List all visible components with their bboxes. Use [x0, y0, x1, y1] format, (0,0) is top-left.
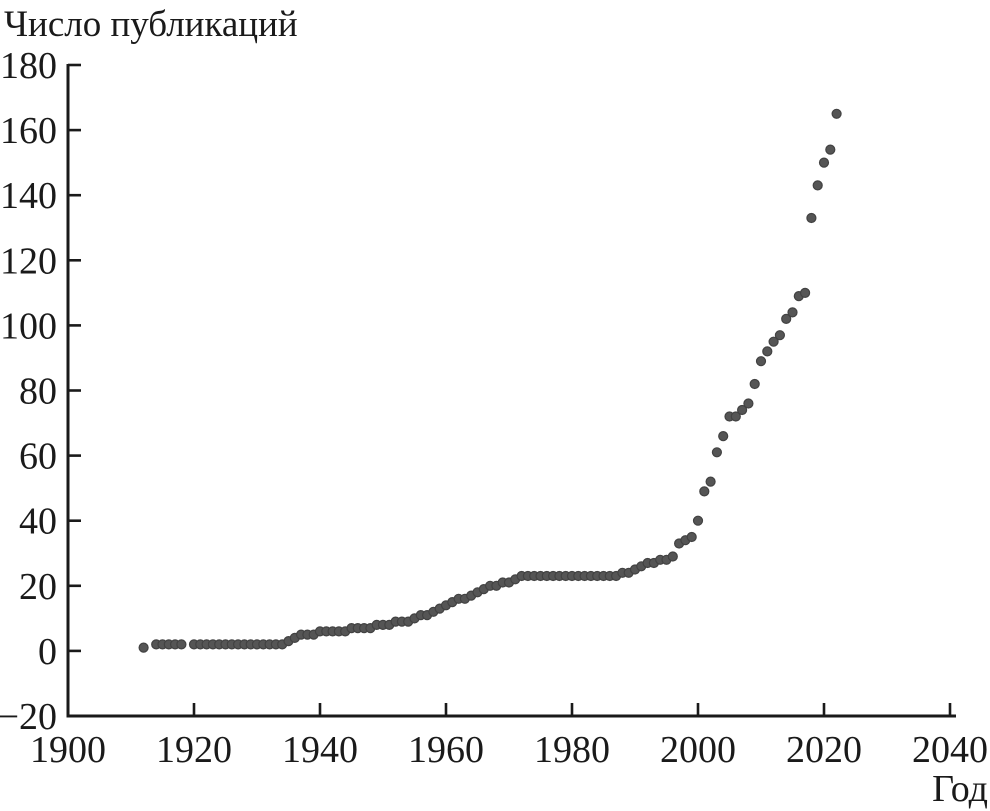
data-point — [755, 356, 767, 367]
data-point — [774, 330, 786, 341]
y-tick-label: 140 — [0, 175, 57, 217]
data-point — [781, 313, 792, 324]
data-point — [692, 515, 704, 526]
data-point — [818, 157, 830, 168]
data-point — [711, 447, 723, 458]
data-point — [743, 398, 754, 409]
data-point — [138, 642, 149, 653]
x-axis-ticks: 1900 1920 1940 1960 1980 2000 2020 2040 — [30, 703, 988, 771]
data-point — [806, 212, 817, 224]
y-tick-label: 80 — [19, 371, 57, 413]
x-tick-label: 2040 — [912, 729, 988, 771]
data-point — [749, 378, 760, 390]
y-axis-ticks: −20 0 20 40 60 80 100 120 140 160 180 — [0, 45, 81, 738]
data-point — [730, 411, 741, 422]
chart-title: Число публикаций — [4, 4, 298, 45]
y-tick-label: 100 — [0, 305, 57, 347]
y-tick-label: 160 — [0, 110, 57, 152]
data-point — [831, 108, 842, 119]
data-point — [667, 551, 678, 562]
y-tick-label: 60 — [19, 436, 57, 478]
x-tick-label: 2000 — [660, 729, 736, 771]
data-point — [812, 180, 823, 191]
data-points — [138, 108, 842, 653]
x-tick-label: 1960 — [408, 729, 484, 771]
y-tick-label: −20 — [0, 696, 57, 738]
x-tick-label: 2020 — [786, 729, 862, 771]
x-tick-label: 1980 — [534, 729, 610, 771]
y-tick-label: 120 — [0, 240, 57, 282]
data-point — [705, 476, 716, 487]
data-point — [736, 404, 748, 416]
x-tick-label: 1900 — [30, 729, 106, 771]
data-point — [176, 639, 187, 650]
data-point — [787, 307, 798, 318]
data-point — [686, 531, 697, 543]
data-point — [699, 486, 710, 497]
x-tick-label: 1920 — [156, 729, 232, 771]
data-point — [718, 431, 729, 442]
data-point — [825, 144, 836, 155]
y-tick-label: 0 — [38, 631, 57, 673]
y-tick-label: 20 — [19, 566, 57, 608]
y-tick-label: 180 — [0, 45, 57, 87]
y-tick-label: 40 — [19, 501, 57, 543]
data-point — [799, 287, 811, 298]
data-point — [762, 346, 773, 357]
x-tick-label: 1940 — [282, 729, 358, 771]
data-point — [768, 336, 779, 347]
x-axis-title: Год — [932, 768, 988, 810]
